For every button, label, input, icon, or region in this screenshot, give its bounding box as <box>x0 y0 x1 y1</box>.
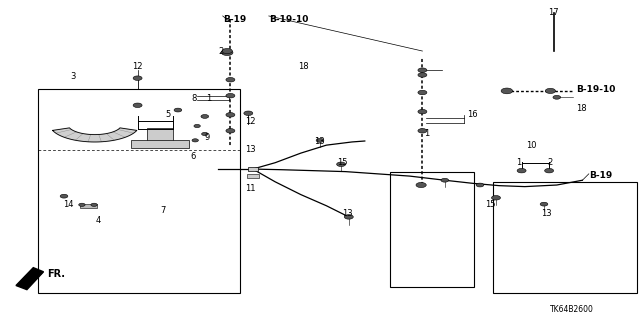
Bar <box>390 172 474 287</box>
Text: 15: 15 <box>485 200 495 209</box>
Bar <box>493 182 637 293</box>
Bar <box>147 128 173 142</box>
Text: 17: 17 <box>548 8 559 17</box>
Text: 4: 4 <box>96 216 101 225</box>
Circle shape <box>133 103 142 108</box>
Circle shape <box>244 111 253 115</box>
Text: 10: 10 <box>526 141 536 150</box>
Text: 14: 14 <box>63 200 73 209</box>
Circle shape <box>540 202 548 206</box>
Circle shape <box>79 203 85 206</box>
Circle shape <box>194 124 200 128</box>
Circle shape <box>517 168 526 173</box>
Bar <box>80 204 97 208</box>
Text: 12: 12 <box>132 63 143 71</box>
Bar <box>131 140 189 148</box>
Text: TK64B2600: TK64B2600 <box>550 305 595 314</box>
Circle shape <box>133 76 142 80</box>
Text: 13: 13 <box>342 209 353 218</box>
Text: 3: 3 <box>70 72 76 81</box>
Text: 16: 16 <box>467 110 478 119</box>
Circle shape <box>418 129 427 133</box>
Circle shape <box>222 48 232 54</box>
Circle shape <box>226 78 235 82</box>
Circle shape <box>202 132 208 136</box>
Circle shape <box>492 196 500 200</box>
Circle shape <box>416 182 426 188</box>
Text: B-19-10: B-19-10 <box>576 85 616 94</box>
Text: FR.: FR. <box>47 269 65 279</box>
Circle shape <box>337 162 346 167</box>
Circle shape <box>226 93 235 98</box>
Text: 13: 13 <box>314 137 324 146</box>
Circle shape <box>501 88 513 94</box>
Circle shape <box>418 73 427 77</box>
Text: 2: 2 <box>548 158 553 167</box>
Text: 11: 11 <box>245 184 255 193</box>
Text: B-19: B-19 <box>589 171 612 180</box>
Text: 7: 7 <box>161 206 166 215</box>
Bar <box>247 174 259 178</box>
Circle shape <box>344 215 353 219</box>
Circle shape <box>418 68 427 72</box>
Text: B-19-10: B-19-10 <box>269 15 308 24</box>
Text: 6: 6 <box>191 152 196 161</box>
Circle shape <box>476 183 484 187</box>
Circle shape <box>316 138 324 142</box>
Text: 1: 1 <box>424 130 429 138</box>
Text: 1: 1 <box>206 94 211 103</box>
Bar <box>38 89 240 293</box>
Text: 13: 13 <box>541 209 552 218</box>
Circle shape <box>545 168 554 173</box>
Circle shape <box>553 95 561 99</box>
Circle shape <box>226 113 235 117</box>
Text: 1: 1 <box>516 158 521 167</box>
Circle shape <box>221 50 233 56</box>
Polygon shape <box>52 128 137 142</box>
Circle shape <box>441 178 449 182</box>
Circle shape <box>192 139 198 142</box>
Circle shape <box>226 129 235 133</box>
Text: 5: 5 <box>165 110 170 119</box>
Circle shape <box>60 194 68 198</box>
Text: 2: 2 <box>219 47 224 56</box>
Bar <box>248 167 258 171</box>
Text: 13: 13 <box>245 145 256 154</box>
Text: 15: 15 <box>337 158 348 167</box>
Circle shape <box>418 109 427 114</box>
Text: 18: 18 <box>576 104 587 113</box>
Circle shape <box>174 108 182 112</box>
Circle shape <box>545 88 556 93</box>
Polygon shape <box>16 268 44 290</box>
Text: 8: 8 <box>191 94 196 103</box>
Text: 12: 12 <box>245 117 255 126</box>
Circle shape <box>201 115 209 118</box>
Text: B-19: B-19 <box>223 15 246 24</box>
Circle shape <box>91 203 97 206</box>
Circle shape <box>418 90 427 95</box>
Text: 9: 9 <box>205 133 210 142</box>
Text: 18: 18 <box>298 63 308 71</box>
